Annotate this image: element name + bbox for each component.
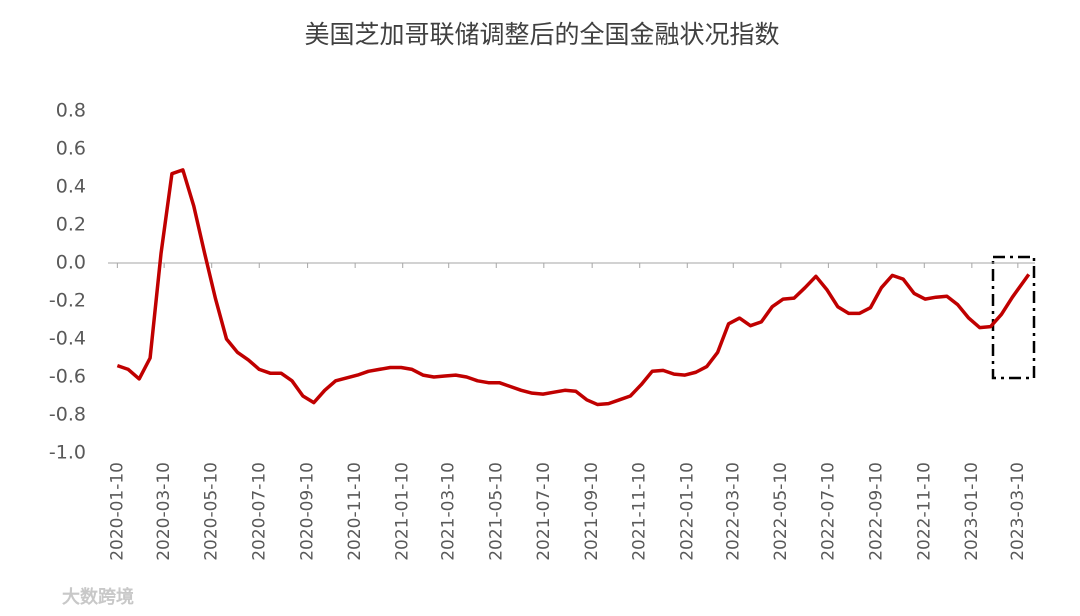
highlight-box bbox=[991, 255, 1036, 380]
x-tick-label: 2020-09-10 bbox=[298, 462, 318, 561]
y-tick-label: 0.8 bbox=[56, 100, 86, 122]
x-tick-label: 2020-03-10 bbox=[154, 462, 174, 561]
x-tick-label: 2021-11-10 bbox=[630, 462, 650, 561]
x-tick-label: 2022-01-10 bbox=[677, 462, 697, 561]
y-tick-label: -0.6 bbox=[49, 366, 86, 388]
x-tick-label: 2023-03-10 bbox=[1008, 462, 1028, 561]
y-tick-label: 0.4 bbox=[56, 176, 86, 198]
x-tick-label: 2021-05-10 bbox=[486, 462, 506, 561]
x-tick-label: 2021-03-10 bbox=[439, 462, 459, 561]
y-tick-label: 0.2 bbox=[56, 214, 86, 236]
x-tick-label: 2020-07-10 bbox=[249, 462, 269, 561]
chart-title: 美国芝加哥联储调整后的全国金融状况指数 bbox=[304, 20, 779, 49]
x-tick-label: 2021-01-10 bbox=[393, 462, 413, 561]
y-tick-label: 0.6 bbox=[56, 138, 86, 160]
x-tick-label: 2022-09-10 bbox=[867, 462, 887, 561]
x-tick-label: 2021-09-10 bbox=[582, 462, 602, 561]
y-tick-label: -0.4 bbox=[49, 328, 86, 350]
x-tick-label: 2020-01-10 bbox=[107, 462, 127, 561]
y-tick-label: -0.2 bbox=[49, 290, 86, 312]
watermark: 大数跨境 bbox=[62, 586, 134, 608]
x-tick-label: 2020-05-10 bbox=[202, 462, 222, 561]
data-line bbox=[116, 168, 1031, 407]
x-tick-label: 2021-07-10 bbox=[534, 462, 554, 561]
x-tick-label: 2022-07-10 bbox=[818, 462, 838, 561]
y-tick-label: -0.8 bbox=[49, 404, 86, 426]
x-tick-label: 2023-01-10 bbox=[962, 462, 982, 561]
x-tick-label: 2022-03-10 bbox=[723, 462, 743, 561]
y-tick-label: 0.0 bbox=[56, 252, 86, 274]
x-tick-label: 2022-05-10 bbox=[771, 462, 791, 561]
x-tick-label: 2022-11-10 bbox=[914, 462, 934, 561]
x-tick-label: 2020-11-10 bbox=[345, 462, 365, 561]
y-tick-label: -1.0 bbox=[49, 442, 86, 464]
